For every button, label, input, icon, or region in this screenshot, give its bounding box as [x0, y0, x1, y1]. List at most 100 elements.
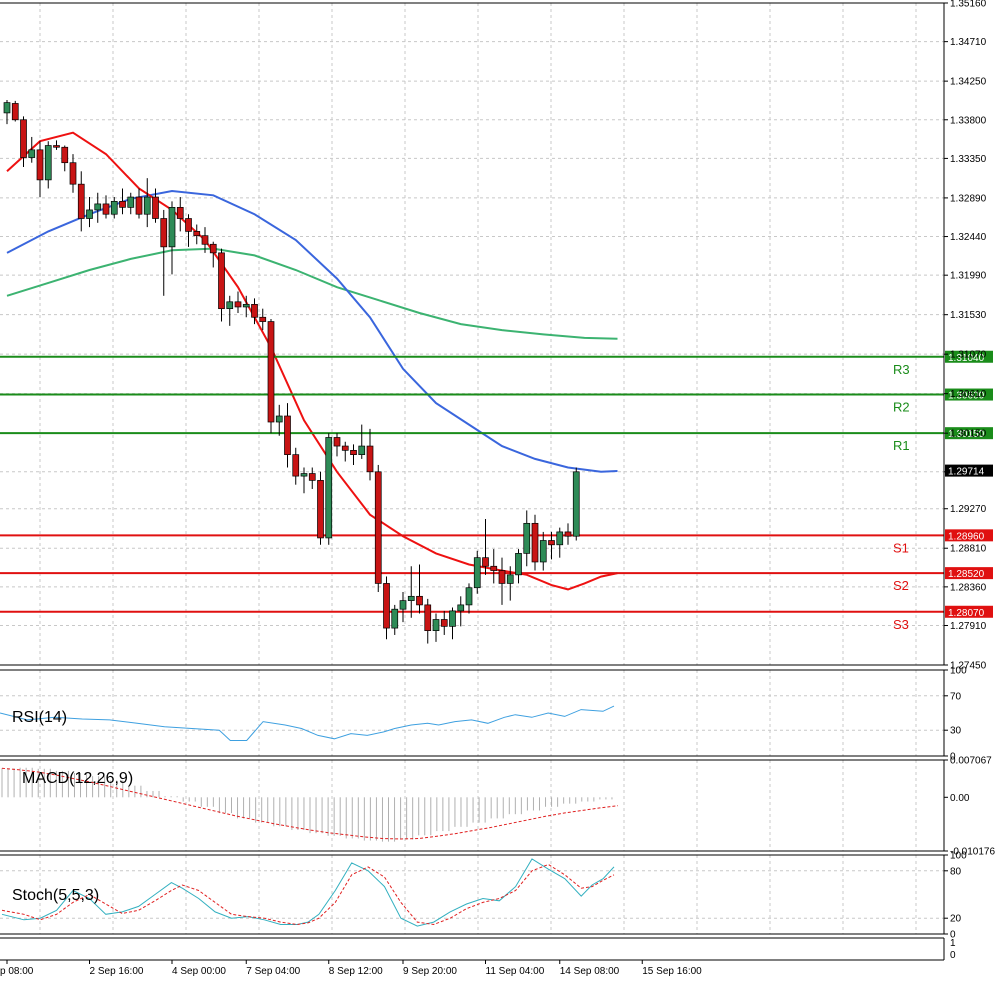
candle-body — [564, 531, 572, 537]
time-tick-label: 14 Sep 08:00 — [560, 966, 620, 977]
candle-body — [242, 304, 250, 308]
candle-body — [317, 480, 324, 539]
stoch-main-line — [1, 858, 615, 927]
rsi-tick-label: 70 — [950, 691, 962, 702]
price-tick-label: 1.34250 — [950, 77, 987, 88]
candlesticks — [3, 100, 580, 644]
candle-body — [11, 103, 19, 121]
candle-body — [350, 449, 357, 455]
price-tick-label: 1.28360 — [950, 582, 987, 593]
support-resistance-levels: R3 1.31040 R2 1.30600 R1 1.30150 S1 1.28960 S2 1.… — [0, 350, 993, 632]
candle-body — [94, 203, 102, 211]
level-price-box — [945, 529, 993, 542]
time-tick-label: 2 Sep 16:00 — [90, 966, 144, 977]
candle-body — [358, 445, 366, 455]
stoch-title: Stoch(5,5,3) — [12, 887, 99, 904]
time-tick-label: 8 Sep 12:00 — [329, 966, 383, 977]
candle-body — [102, 203, 110, 215]
moving-averages — [6, 131, 618, 591]
rsi-line — [0, 705, 615, 741]
candle-body — [176, 207, 184, 219]
candle-body — [407, 595, 415, 601]
candle-body — [234, 301, 242, 308]
price-tick-label: 1.35160 — [950, 0, 987, 10]
candle-body — [86, 209, 93, 219]
macd-tick-label: 0.007067 — [950, 756, 992, 767]
level-name-s3: S3 — [893, 617, 909, 632]
candle-body — [267, 321, 275, 423]
price-tick-label: 1.31990 — [950, 271, 987, 282]
rsi-title: RSI(14) — [12, 709, 67, 726]
candle-body — [275, 415, 283, 423]
candle-body — [416, 595, 423, 606]
level-price-label: 1.31040 — [948, 353, 985, 364]
price-tick-label: 1.28810 — [950, 544, 987, 555]
macd-tick-label: -0.010176 — [950, 847, 995, 858]
candle-body — [556, 531, 564, 546]
level-price-label: 1.28070 — [948, 608, 985, 619]
candle-body — [432, 619, 440, 632]
current-price-label: 1.29714 — [948, 467, 985, 478]
candle-body — [531, 522, 539, 563]
candle-body — [482, 557, 489, 567]
ma-slow-line — [6, 247, 618, 340]
stoch-tick-label: 20 — [950, 914, 962, 925]
time-tick-label: 7 Sep 04:00 — [246, 966, 300, 977]
macd-tick-label: 0.00 — [950, 793, 970, 804]
level-price-label: 1.28520 — [948, 569, 985, 580]
ma-mid-line — [6, 189, 618, 473]
time-tick-label: 15 Sep 16:00 — [642, 966, 702, 977]
price-tick-label: 1.31070 — [950, 350, 987, 361]
macd-panel: 0.007067 0.00 -0.010176 MACD(12,26,9) — [1, 756, 995, 858]
level-name-s2: S2 — [893, 578, 909, 593]
candle-body — [523, 522, 531, 554]
panel-frames — [0, 2, 945, 961]
candle-body — [127, 196, 135, 208]
level-price-label: 1.28960 — [948, 531, 985, 542]
candle-body — [548, 540, 555, 546]
stoch-signal-line — [1, 863, 615, 926]
level-name-r2: R2 — [893, 400, 910, 415]
time-tick-label: 4 Sep 00:00 — [172, 966, 226, 977]
level-price-box — [945, 567, 993, 580]
candle-body — [440, 619, 448, 627]
candle-body — [572, 471, 580, 537]
price-tick-label: 1.27450 — [950, 661, 987, 672]
level-name-s1: S1 — [893, 540, 909, 555]
price-tick-label: 1.32440 — [950, 232, 987, 243]
price-tick-label: 1.30150 — [950, 429, 987, 440]
candle-body — [36, 149, 44, 181]
ma-fast-line — [6, 131, 618, 591]
candle-body — [333, 437, 341, 447]
candle-body — [3, 102, 11, 114]
candle-body — [185, 218, 192, 232]
time-axis: p 08:00 2 Sep 16:00 4 Sep 00:00 7 Sep 04:00… — [0, 960, 702, 977]
candle-body — [209, 243, 217, 254]
candle-body — [20, 119, 27, 158]
price-tick-label: 1.33800 — [950, 115, 987, 126]
candle-body — [457, 604, 465, 612]
level-name-r1: R1 — [893, 438, 910, 453]
candle-body — [300, 473, 308, 477]
candle-body — [498, 570, 506, 584]
candle-body — [152, 196, 159, 219]
candle-body — [465, 587, 473, 606]
price-tick-label: 1.31530 — [950, 310, 987, 321]
price-axis: 1.35160 1.34710 1.34250 1.33800 1.33350 1.328… — [944, 0, 993, 672]
empty-panel-tick-label: 1 — [950, 938, 956, 949]
candle-body — [226, 301, 234, 310]
level-price-box — [945, 350, 993, 363]
level-price-box — [945, 605, 993, 618]
candle-body — [374, 471, 382, 584]
level-price-box — [945, 388, 993, 401]
candle-body — [53, 145, 60, 148]
candle-body — [193, 231, 201, 237]
candle-body — [325, 437, 333, 539]
candle-body — [201, 235, 209, 245]
candle-body — [143, 196, 151, 215]
candle-body — [168, 207, 176, 248]
price-tick-label: 1.29270 — [950, 504, 987, 515]
price-tick-label: 1.27910 — [950, 621, 987, 632]
level-price-label: 1.30150 — [948, 429, 985, 440]
candle-body — [61, 146, 69, 164]
